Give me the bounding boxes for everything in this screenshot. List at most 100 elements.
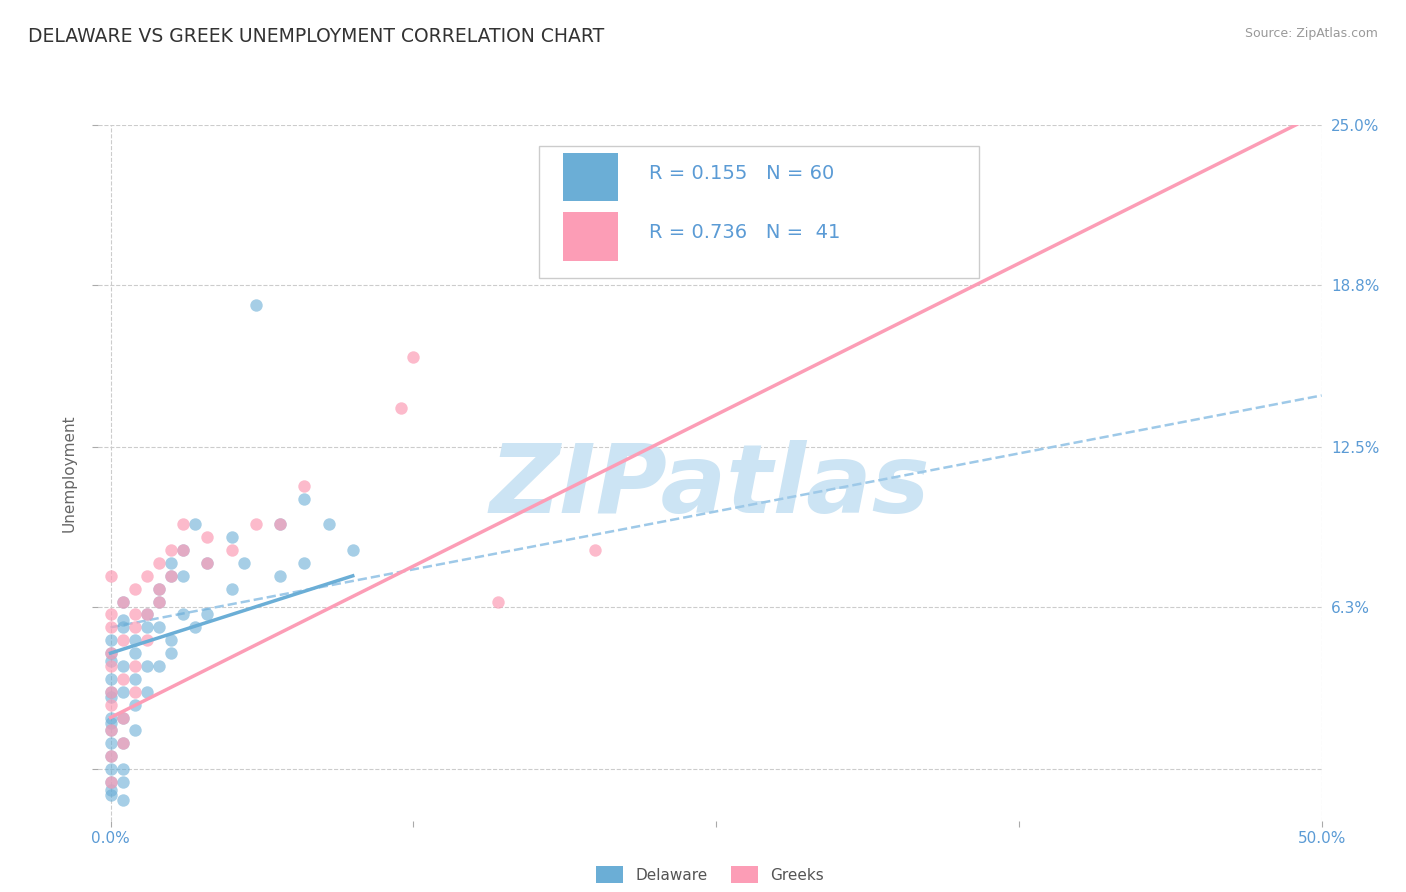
Point [111,594,134,608]
Legend: Delaware, Greeks: Delaware, Greeks [589,860,831,889]
Point [172,543,194,558]
Point [100,775,122,789]
Point [100,690,122,704]
Point [135,569,157,583]
FancyBboxPatch shape [538,145,979,278]
Point [717,246,740,260]
Point [160,646,183,660]
Point [111,659,134,673]
Point [124,659,146,673]
Point [172,607,194,622]
Point [197,607,219,622]
Point [197,556,219,570]
Point [160,569,183,583]
Y-axis label: Unemployment: Unemployment [62,414,77,532]
Point [124,607,146,622]
Point [100,723,122,738]
Point [245,298,267,312]
Point [135,685,157,699]
Point [100,749,122,764]
Point [583,543,606,558]
Point [269,517,291,532]
Point [318,517,340,532]
Point [100,723,122,738]
Point [221,530,243,544]
Point [292,491,315,506]
Point [100,654,122,668]
Point [111,710,134,724]
Point [100,633,122,648]
Point [100,788,122,802]
Point [160,543,183,558]
Point [135,607,157,622]
Text: R = 0.155   N = 60: R = 0.155 N = 60 [650,164,834,183]
Point [232,556,254,570]
Point [111,594,134,608]
Point [389,401,412,416]
Point [111,672,134,686]
Point [100,749,122,764]
Point [292,478,315,492]
Point [148,594,170,608]
Point [100,736,122,750]
Point [160,569,183,583]
Point [100,569,122,583]
Point [124,685,146,699]
Text: ZIPatlas: ZIPatlas [489,440,931,533]
Point [197,556,219,570]
Point [111,685,134,699]
Bar [564,153,619,202]
Point [100,782,122,797]
Bar [564,212,619,260]
Point [111,736,134,750]
Point [148,582,170,596]
Text: Source: ZipAtlas.com: Source: ZipAtlas.com [1244,27,1378,40]
Point [184,517,207,532]
Point [342,543,364,558]
Point [100,775,122,789]
Point [221,582,243,596]
Point [100,646,122,660]
Point [221,543,243,558]
Point [148,620,170,634]
Point [292,556,315,570]
Point [197,530,219,544]
Point [111,793,134,807]
Point [269,569,291,583]
Point [148,659,170,673]
Point [111,775,134,789]
Point [148,582,170,596]
Point [148,594,170,608]
Point [111,710,134,724]
Point [100,685,122,699]
Point [100,715,122,730]
Point [100,685,122,699]
Point [160,556,183,570]
Point [172,569,194,583]
Point [124,698,146,712]
Point [124,646,146,660]
Point [402,350,425,364]
Point [172,543,194,558]
Point [135,659,157,673]
Point [124,633,146,648]
Point [100,710,122,724]
Point [111,620,134,634]
Point [111,633,134,648]
Point [124,672,146,686]
Point [100,620,122,634]
Point [111,736,134,750]
Point [124,620,146,634]
Point [100,646,122,660]
Point [100,698,122,712]
Point [160,633,183,648]
Point [184,620,207,634]
Point [148,556,170,570]
Point [124,723,146,738]
Point [245,517,267,532]
Point [778,182,800,196]
Point [172,517,194,532]
Text: DELAWARE VS GREEK UNEMPLOYMENT CORRELATION CHART: DELAWARE VS GREEK UNEMPLOYMENT CORRELATI… [28,27,605,45]
Point [111,613,134,627]
Point [124,582,146,596]
